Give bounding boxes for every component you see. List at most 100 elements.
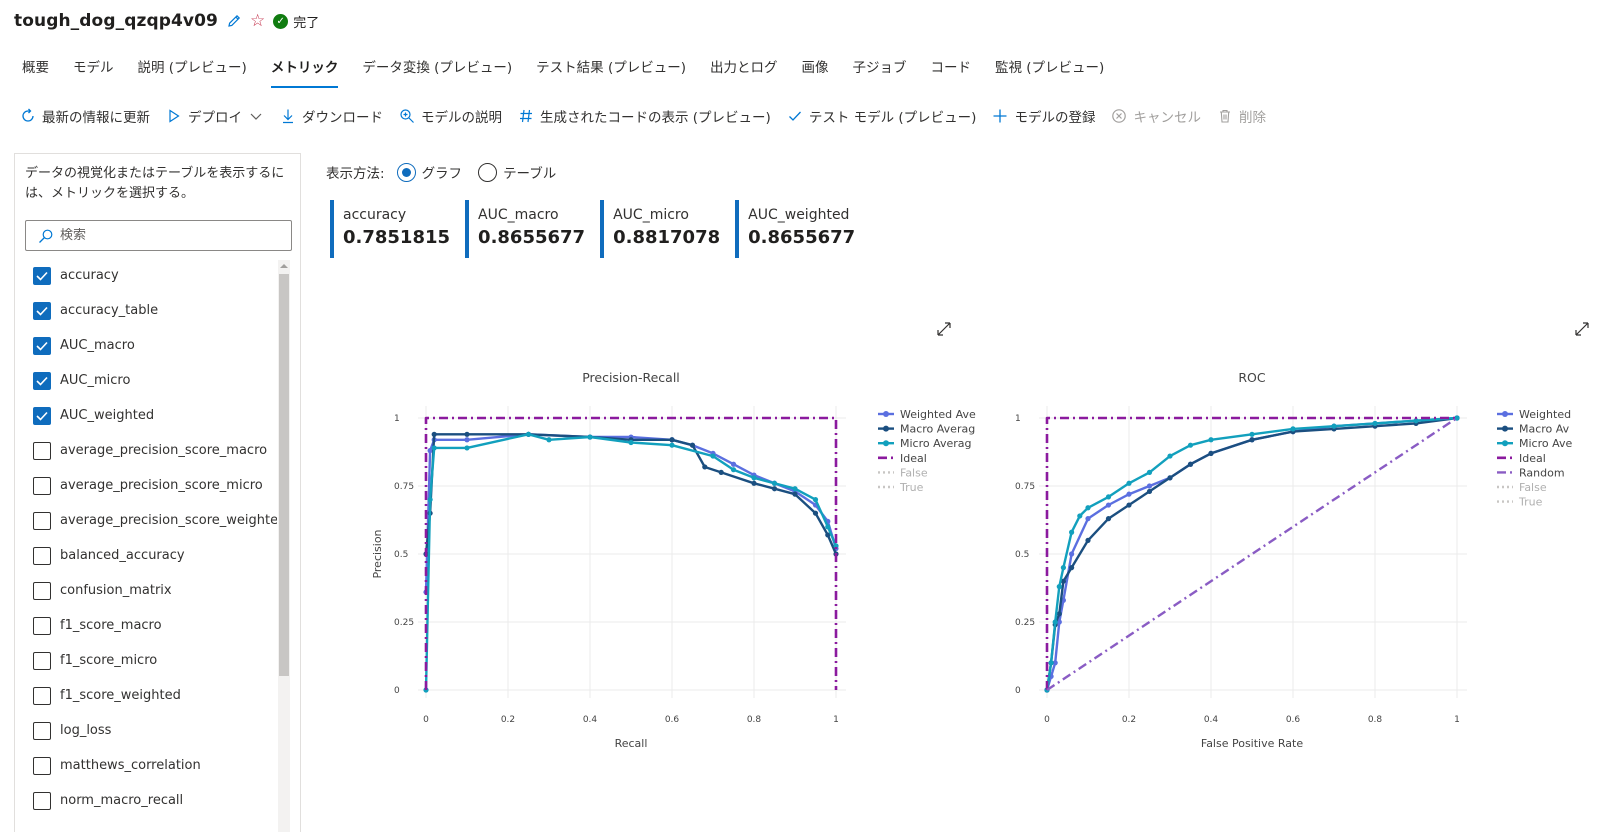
checkbox-icon[interactable] <box>33 791 51 810</box>
cancel-button[interactable]: キャンセル <box>1111 106 1201 126</box>
checkbox-checked-icon[interactable] <box>33 301 51 320</box>
delete-button[interactable]: 削除 <box>1217 106 1266 126</box>
metric-item[interactable]: AUC_micro <box>15 363 277 398</box>
series-line <box>424 433 838 555</box>
metric-item-label: accuracy <box>60 268 119 283</box>
metric-selector-panel: データの視覚化またはテーブルを表示するには、メトリックを選択する。 accura… <box>14 153 301 832</box>
series-point <box>1060 578 1066 584</box>
checkbox-icon[interactable] <box>33 756 51 775</box>
tab-code[interactable]: コード <box>930 60 971 76</box>
metric-card-value: 0.7851815 <box>343 227 451 248</box>
series-point <box>1052 619 1058 625</box>
metric-item[interactable]: f1_score_macro <box>15 608 277 643</box>
scroll-thumb[interactable] <box>279 274 289 676</box>
display-mode-selector: 表示方法: グラフ テーブル <box>326 160 572 184</box>
checkbox-checked-icon[interactable] <box>33 266 51 285</box>
tab-monitoring[interactable]: 監視 (プレビュー) <box>994 60 1105 76</box>
metric-item[interactable]: AUC_macro <box>15 328 277 363</box>
checkbox-icon[interactable] <box>33 616 51 635</box>
scroll-up-arrow-icon[interactable] <box>278 260 290 272</box>
x-tick-label: 0.8 <box>747 715 762 725</box>
metric-search-box[interactable] <box>25 220 292 251</box>
view-generated-code-button[interactable]: 生成されたコードの表示 (プレビュー) <box>518 106 771 126</box>
tab-data-transform[interactable]: データ変換 (プレビュー) <box>362 60 513 76</box>
checkbox-icon[interactable] <box>33 581 51 600</box>
favorite-star-icon[interactable]: ☆ <box>249 10 266 31</box>
legend-entry: Micro Ave <box>1519 437 1572 450</box>
metric-item[interactable]: average_precision_score_weighted <box>15 503 277 538</box>
metric-item-label: accuracy_table <box>60 303 159 318</box>
play-icon <box>169 109 180 123</box>
explain-model-button[interactable]: モデルの説明 <box>399 106 502 126</box>
checkbox-icon[interactable] <box>33 721 51 740</box>
zoom-in-icon <box>400 109 414 123</box>
series-point <box>1146 488 1153 495</box>
metric-item-label: f1_score_macro <box>60 618 162 633</box>
tab-images[interactable]: 画像 <box>801 60 829 76</box>
checkbox-icon[interactable] <box>33 546 51 565</box>
chart-title: ROC <box>1238 370 1266 385</box>
metric-card: AUC_weighted 0.8655677 <box>735 200 865 258</box>
table-radio[interactable] <box>478 162 498 182</box>
series-point <box>1085 537 1091 543</box>
checkbox-checked-icon[interactable] <box>33 371 51 390</box>
checkbox-checked-icon[interactable] <box>33 406 51 425</box>
tab-outputs-logs[interactable]: 出力とログ <box>709 60 778 76</box>
test-model-button[interactable]: テスト モデル (プレビュー) <box>787 106 976 126</box>
metric-item[interactable]: average_precision_score_micro <box>15 468 277 503</box>
download-button[interactable]: ダウンロード <box>280 106 383 126</box>
edit-pencil-icon[interactable] <box>226 13 242 29</box>
graph-radio[interactable] <box>396 162 416 182</box>
metric-item[interactable]: log_loss <box>15 713 277 748</box>
refresh-button[interactable]: 最新の情報に更新 <box>20 106 150 126</box>
graph-radio-label[interactable]: グラフ <box>421 166 463 182</box>
metric-item[interactable]: f1_score_weighted <box>15 678 277 713</box>
expand-pr-chart-icon[interactable] <box>935 320 953 338</box>
expand-roc-chart-icon[interactable] <box>1573 320 1591 338</box>
metric-item-label: average_precision_score_weighted <box>60 513 277 528</box>
tab-overview[interactable]: 概要 <box>22 60 49 76</box>
tab-models[interactable]: モデル <box>73 60 114 76</box>
x-tick-label: 0.4 <box>1204 715 1219 725</box>
legend-entry: Macro Averag <box>900 423 975 436</box>
checkbox-icon[interactable] <box>33 476 51 495</box>
metric-item[interactable]: AUC_weighted <box>15 398 277 433</box>
legend-marker <box>883 411 889 417</box>
checkbox-icon[interactable] <box>33 651 51 670</box>
tab-child-jobs[interactable]: 子ジョブ <box>852 60 907 76</box>
series-point <box>1085 505 1091 511</box>
metric-item[interactable]: matthews_correlation <box>15 748 277 783</box>
y-tick-label: 0.25 <box>394 618 414 628</box>
metric-item[interactable]: balanced_accuracy <box>15 538 277 573</box>
checkbox-checked-icon[interactable] <box>33 336 51 355</box>
tab-explanations[interactable]: 説明 (プレビュー) <box>137 60 247 76</box>
deploy-button[interactable]: デプロイ <box>166 106 264 126</box>
series-point <box>1331 423 1337 429</box>
series-point <box>669 442 675 448</box>
series-point <box>431 445 437 451</box>
x-tick-label: 0 <box>423 715 429 725</box>
metric-item-label: AUC_weighted <box>60 408 155 423</box>
series-point <box>431 431 437 437</box>
tab-metrics[interactable]: メトリック <box>270 50 338 90</box>
metric-card-label: AUC_weighted <box>748 207 850 223</box>
checkbox-icon[interactable] <box>33 686 51 705</box>
register-model-button[interactable]: モデルの登録 <box>992 106 1095 126</box>
metric-item[interactable]: accuracy <box>15 258 277 293</box>
series-point <box>1413 418 1419 424</box>
metric-item[interactable]: norm_macro_recall <box>15 783 277 818</box>
checkbox-icon[interactable] <box>33 441 51 460</box>
series-point <box>1105 502 1112 508</box>
search-input[interactable] <box>60 228 270 243</box>
checkbox-icon[interactable] <box>33 511 51 530</box>
metric-item[interactable]: f1_score_micro <box>15 643 277 678</box>
table-radio-label[interactable]: テーブル <box>503 166 557 182</box>
tab-test-results[interactable]: テスト結果 (プレビュー) <box>536 60 686 76</box>
metric-card: AUC_micro 0.8817078 <box>600 200 730 258</box>
metric-list-scrollbar[interactable] <box>278 260 290 832</box>
precision-recall-chart: Precision-Recall 0 0.2 0.4 0.6 0.8 1 0 0.25 0.5 0.… <box>371 370 976 750</box>
metric-item[interactable]: average_precision_score_macro <box>15 433 277 468</box>
metric-item[interactable]: confusion_matrix <box>15 573 277 608</box>
metric-item[interactable]: accuracy_table <box>15 293 277 328</box>
